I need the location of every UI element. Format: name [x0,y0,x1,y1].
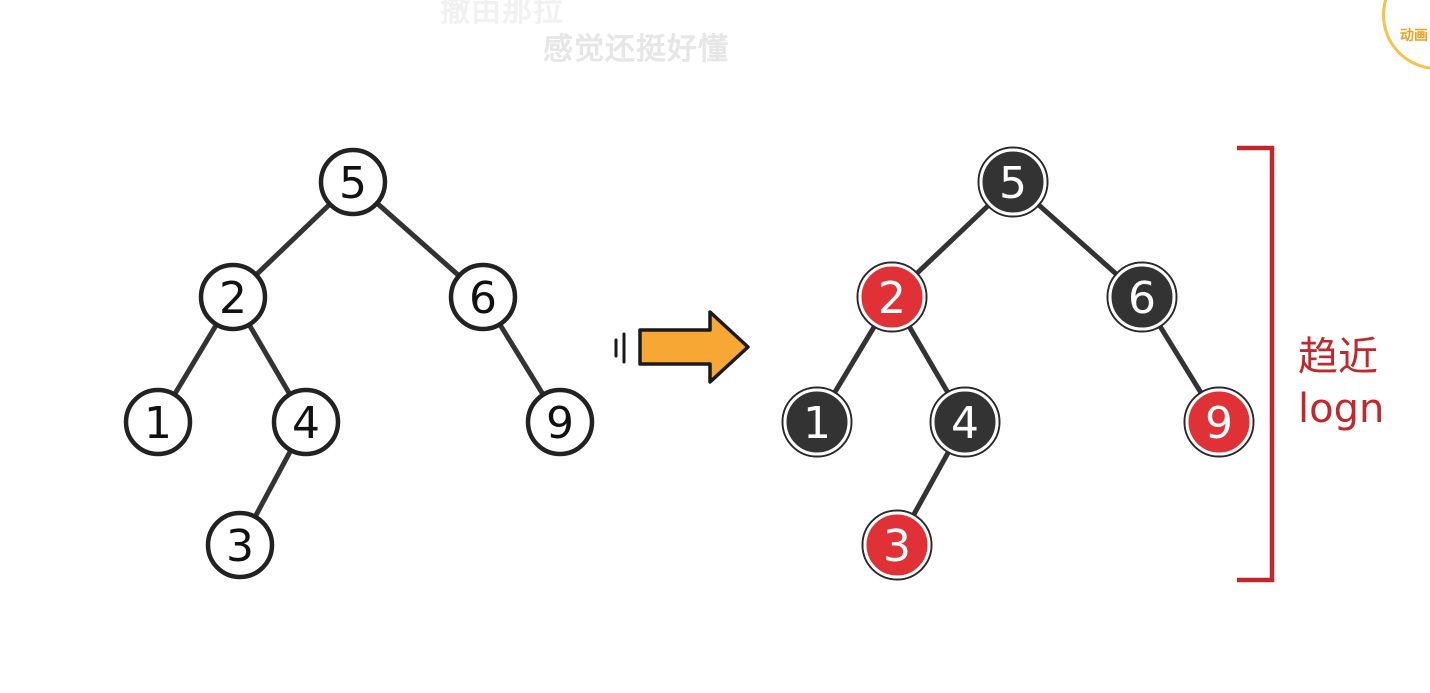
bracket-label-line2: logn [1298,386,1384,432]
left-tree-node: 1 [123,387,193,457]
right-tree-node-label: 3 [883,521,911,572]
right-tree-node: 2 [856,261,928,333]
left-tree-node-circle [123,387,193,457]
right-tree-node-circle [1185,388,1253,456]
right-tree-node-label: 4 [951,398,979,449]
right-tree-node-label: 1 [803,398,831,449]
right-tree-node-label: 9 [1205,398,1233,449]
right-tree-node: 3 [861,509,933,581]
right-tree-node-label: 5 [999,158,1027,209]
left-tree-node: 3 [205,510,275,580]
right-tree-node-label: 6 [1128,273,1156,324]
left-tree: 5 2 6 1 4 9 3 [123,147,595,580]
right-tree-node-circle [931,388,999,456]
left-tree-node: 4 [271,387,341,457]
left-tree-node-circle [448,262,518,332]
right-tree: 5 2 6 1 4 9 3 [781,146,1255,581]
left-tree-node-label: 4 [292,398,320,449]
left-tree-node-label: 9 [546,398,574,449]
left-tree-node-circle [198,262,268,332]
left-tree-node-circle [205,510,275,580]
right-tree-node-circle [858,263,926,331]
right-tree-node-label: 2 [878,273,906,324]
left-tree-node-label: 2 [219,273,247,324]
left-tree-node-circle [525,387,595,457]
right-tree-node-circle [783,388,851,456]
left-tree-node: 5 [318,147,388,217]
right-tree-node: 4 [929,386,1001,458]
right-tree-node: 6 [1106,261,1178,333]
left-tree-node: 2 [198,262,268,332]
height-bracket [1237,145,1275,583]
logo-text: 动画 [1400,28,1428,44]
right-tree-node: 9 [1183,386,1255,458]
right-tree-node: 5 [977,146,1049,218]
left-tree-node-label: 6 [469,273,497,324]
subtitle-previous: 撤由那拉 [440,0,564,29]
right-tree-node-circle [979,148,1047,216]
left-tree-node: 6 [448,262,518,332]
left-tree-node-circle [271,387,341,457]
right-tree-node-circle [1108,263,1176,331]
right-tree-node-circle [863,511,931,579]
left-tree-node-label: 5 [339,158,367,209]
bracket-label-line1: 趋近 [1298,334,1378,380]
right-arrow-icon [614,310,750,384]
left-tree-node-label: 1 [144,398,172,449]
left-tree-node-circle [318,147,388,217]
left-tree-node: 9 [525,387,595,457]
subtitle-current: 感觉还挺好懂 [543,32,729,67]
left-tree-node-label: 3 [226,521,254,572]
right-tree-node: 1 [781,386,853,458]
